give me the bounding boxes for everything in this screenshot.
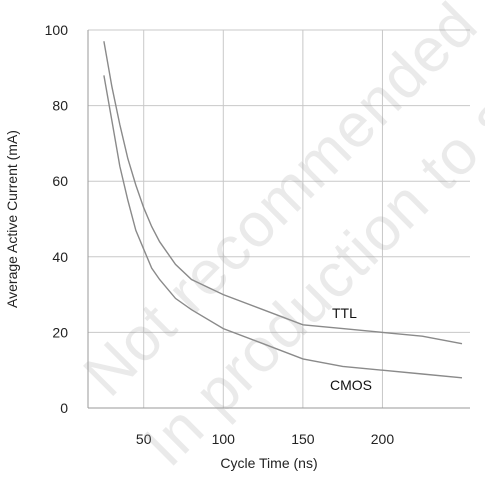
series-lines <box>103 41 463 379</box>
grid <box>88 29 470 408</box>
series-label-ttl: TTL <box>332 305 357 321</box>
x-axis-title: Cycle Time (ns) <box>220 455 317 471</box>
x-tick-label-200: 200 <box>371 431 395 447</box>
y-axis-title: Average Active Current (mA) <box>4 130 20 308</box>
x-tick-labels: 50 100 150 200 <box>136 431 394 447</box>
y-tick-labels: 0 20 40 60 80 100 <box>45 22 69 416</box>
y-tick-label-40: 40 <box>52 249 68 265</box>
x-tick-label-150: 150 <box>291 431 315 447</box>
y-tick-label-60: 60 <box>52 173 68 189</box>
series-line-ttl <box>103 41 463 345</box>
y-tick-label-0: 0 <box>60 400 68 416</box>
y-tick-label-20: 20 <box>52 324 68 340</box>
series-line-cmos <box>103 75 463 379</box>
axes <box>87 30 470 409</box>
x-tick-label-100: 100 <box>212 431 236 447</box>
y-tick-label-80: 80 <box>52 98 68 114</box>
x-tick-label-50: 50 <box>136 431 152 447</box>
series-label-cmos: CMOS <box>330 377 372 393</box>
y-tick-label-100: 100 <box>45 22 69 38</box>
